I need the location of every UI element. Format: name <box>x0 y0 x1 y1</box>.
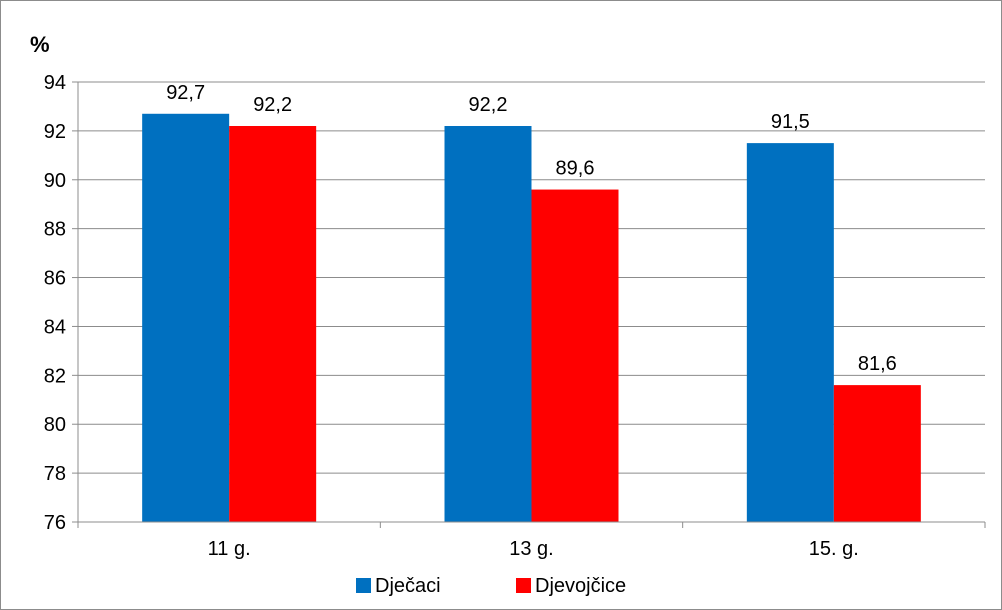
legend-label: Djevojčice <box>535 575 626 597</box>
x-tick-label: 11 g. <box>208 538 251 560</box>
bars: 92,7 92,2 92,2 89,6 91,5 81,6 <box>142 82 921 523</box>
y-tick-label: 86 <box>44 268 66 290</box>
x-tick-label: 15. g. <box>809 538 859 560</box>
x-tick-label: 13 g. <box>509 538 553 560</box>
y-tick-label: 92 <box>44 121 66 143</box>
y-tick-label: 94 <box>44 72 66 94</box>
legend-swatch <box>356 578 371 593</box>
data-label: 92,2 <box>253 94 292 116</box>
data-label: 92,2 <box>469 94 508 116</box>
legend-label: Dječaci <box>375 575 441 597</box>
y-tick-label: 88 <box>44 219 66 241</box>
bar-girls <box>229 126 317 522</box>
bar-girls <box>833 385 921 522</box>
y-axis-ticks: 76 78 80 82 84 86 88 90 92 94 <box>44 72 78 534</box>
y-axis-label: % <box>30 32 50 57</box>
bar-boys <box>746 143 834 522</box>
data-label: 81,6 <box>858 353 897 375</box>
y-tick-label: 76 <box>44 512 66 534</box>
y-tick-label: 90 <box>44 170 66 192</box>
legend-swatch <box>516 578 531 593</box>
legend: Dječaci Djevojčice <box>356 575 626 597</box>
y-tick-label: 80 <box>44 414 66 436</box>
data-label: 91,5 <box>771 111 810 133</box>
bar-girls <box>531 189 619 523</box>
data-label: 92,7 <box>166 82 205 104</box>
bar-boys <box>444 126 532 522</box>
y-tick-label: 78 <box>44 463 66 485</box>
y-tick-label: 82 <box>44 365 66 387</box>
x-axis-ticks: 11 g. 13 g. 15. g. <box>77 522 986 560</box>
y-tick-label: 84 <box>44 316 66 338</box>
bar-boys <box>142 113 230 523</box>
axes <box>77 82 985 523</box>
data-label: 89,6 <box>556 158 595 180</box>
